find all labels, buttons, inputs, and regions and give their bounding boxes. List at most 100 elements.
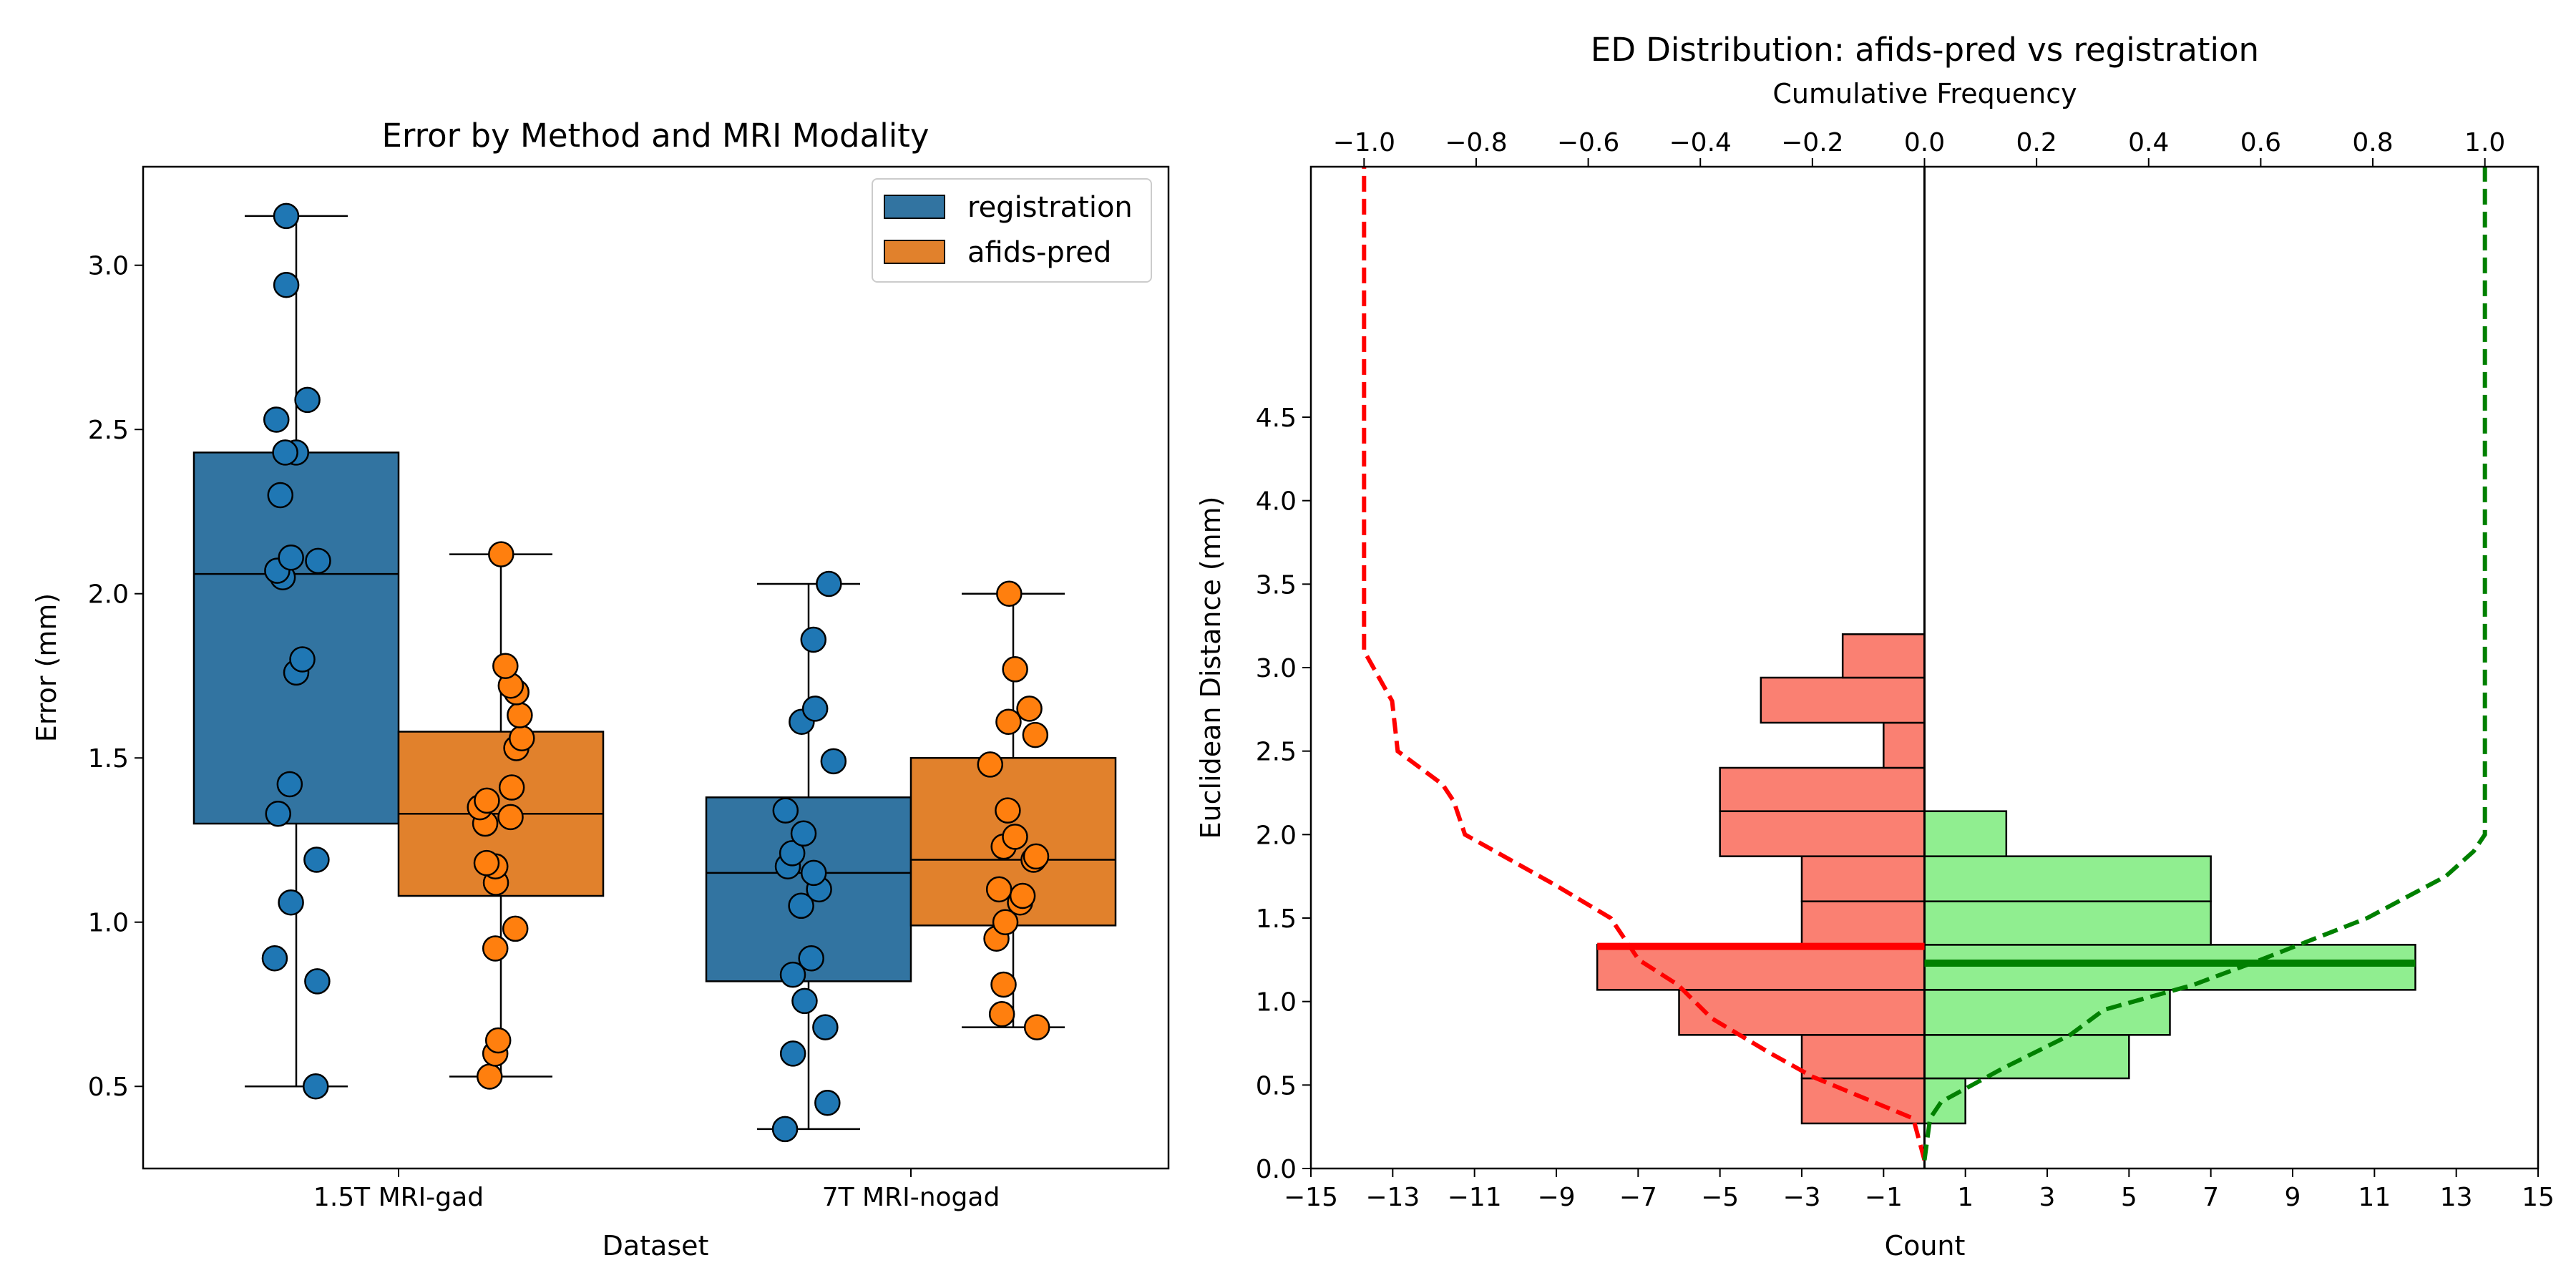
data-point-registration	[273, 271, 300, 298]
data-point-registration	[812, 1014, 839, 1040]
boxplot-y-ticks: 0.5 1.0 1.5 2.0 2.5 3.0	[88, 252, 143, 1102]
hist-bar-registration	[1596, 944, 1926, 991]
y-tick-label: 3.0	[1256, 654, 1297, 683]
data-point-afids-pred	[502, 915, 529, 942]
data-point-afids-pred	[988, 1001, 1015, 1028]
data-point-registration	[814, 1089, 841, 1116]
data-point-registration	[273, 203, 300, 230]
top-x-tick-label: −1.0	[1333, 128, 1395, 157]
x-tick-label: −13	[1365, 1183, 1420, 1212]
hist-bar-registration	[1678, 989, 1926, 1036]
x-tick-label: 5	[2121, 1183, 2137, 1212]
y-tick-label: 0.0	[1256, 1155, 1297, 1184]
data-point-registration	[791, 987, 818, 1015]
histogram-title: ED Distribution: afids-pred vs registrat…	[1591, 31, 2259, 69]
data-point-afids-pred	[473, 849, 500, 877]
hist-bar-afids-pred	[1923, 989, 2171, 1036]
data-point-afids-pred	[1002, 656, 1028, 683]
y-tick-label: 1.0	[88, 909, 129, 938]
data-point-registration	[265, 801, 291, 827]
data-point-afids-pred	[1023, 843, 1050, 870]
data-point-afids-pred	[1016, 696, 1043, 722]
data-point-afids-pred	[484, 1027, 512, 1054]
hist-bar-registration	[1719, 766, 1926, 812]
data-point-afids-pred	[474, 787, 500, 814]
y-tick-label: 0.5	[1256, 1071, 1297, 1101]
hist-bar-afids-pred	[1923, 855, 2212, 902]
histogram-y-ticks: 0.0 0.5 1.0 1.5 2.0 2.5 3.0 3.5 4.0 4.5	[1256, 404, 1311, 1184]
boxplot-panel: 0.5 1.0 1.5 2.0 2.5 3.0 1.5T MRI-gad 7T MRI-no…	[31, 117, 1170, 1262]
histogram-top-x-ticks: −1.0 −0.8 −0.6 −0.4 −0.2 0.0 0.2 0.4 0.6 0.8 1.0	[1333, 128, 2505, 167]
x-tick-label: 7T MRI-nogad	[822, 1183, 1000, 1212]
cdf-curve-registration	[1362, 167, 1927, 1161]
x-tick-label: 1	[1957, 1183, 1974, 1212]
hist-bar-registration	[1760, 676, 1926, 724]
data-point-registration	[302, 1073, 329, 1100]
histogram-top-x-axis-label: Cumulative Frequency	[1772, 78, 2077, 109]
data-point-registration	[304, 968, 331, 995]
data-point-registration	[276, 771, 303, 798]
boxplot-legend: registration afids-pred	[872, 178, 1152, 283]
data-point-registration	[820, 748, 847, 775]
x-tick-label: 9	[2285, 1183, 2301, 1212]
data-point-afids-pred	[482, 935, 509, 962]
y-tick-label: 1.0	[1256, 988, 1297, 1018]
x-tick-label: −3	[1782, 1183, 1820, 1212]
y-tick-label: 4.5	[1256, 404, 1297, 433]
data-point-registration	[294, 386, 321, 414]
top-x-tick-label: 0.6	[2240, 128, 2281, 157]
data-point-afids-pred	[1002, 824, 1028, 850]
data-point-registration	[272, 439, 298, 466]
legend-swatch-registration	[884, 195, 945, 219]
x-tick-label: 15	[2522, 1183, 2555, 1212]
y-tick-label: 2.0	[1256, 821, 1297, 850]
data-point-registration	[263, 406, 290, 433]
x-tick-label: −5	[1701, 1183, 1739, 1212]
hist-bar-registration	[1841, 633, 1926, 679]
top-x-tick-label: 0.8	[2352, 128, 2393, 157]
top-x-tick-label: −0.2	[1781, 128, 1843, 157]
y-tick-label: 3.0	[88, 252, 129, 281]
data-point-registration	[261, 945, 288, 972]
data-point-registration	[788, 892, 814, 919]
hist-bar-registration	[1719, 810, 1926, 857]
hist-bar-afids-pred	[1923, 1077, 1966, 1125]
hist-bar-afids-pred	[1923, 900, 2212, 946]
legend-label-registration: registration	[967, 191, 1133, 224]
boxplot-x-ticks: 1.5T MRI-gad 7T MRI-nogad	[313, 1169, 1000, 1212]
top-x-tick-label: −0.8	[1445, 128, 1507, 157]
y-tick-label: 1.5	[1256, 904, 1297, 934]
data-point-afids-pred	[498, 774, 525, 801]
x-tick-label: −11	[1448, 1183, 1502, 1212]
x-tick-label: 7	[2202, 1183, 2219, 1212]
data-point-registration	[305, 547, 331, 575]
x-tick-label: 11	[2358, 1183, 2391, 1212]
data-point-afids-pred	[990, 971, 1017, 998]
data-point-registration	[798, 945, 824, 972]
data-point-afids-pred	[497, 804, 524, 831]
data-point-afids-pred	[476, 1063, 503, 1090]
x-tick-label: −1	[1865, 1183, 1903, 1212]
top-x-tick-label: 0.0	[1904, 128, 1945, 157]
hist-bar-afids-pred	[1923, 944, 2416, 991]
data-point-registration	[816, 570, 842, 597]
y-tick-label: 4.0	[1256, 487, 1297, 517]
y-tick-label: 1.5	[88, 744, 129, 774]
legend-label-afids-pred: afids-pred	[967, 236, 1111, 269]
histogram-x-ticks: −15 −13 −11 −9 −7 −5 −3 −1 1 3 5 7 9 11 13 15	[1284, 1169, 2555, 1212]
top-x-tick-label: 0.4	[2128, 128, 2169, 157]
data-point-registration	[289, 646, 316, 673]
data-point-afids-pred	[977, 751, 1004, 778]
data-point-registration	[772, 797, 799, 824]
x-tick-label: 13	[2440, 1183, 2473, 1212]
data-point-afids-pred	[509, 725, 535, 751]
data-point-afids-pred	[1022, 721, 1049, 748]
top-x-tick-label: −0.4	[1669, 128, 1732, 157]
data-point-afids-pred	[995, 708, 1022, 735]
data-point-afids-pred	[1009, 882, 1036, 909]
hist-bar-registration	[1800, 900, 1926, 946]
x-tick-label: −9	[1537, 1183, 1575, 1212]
data-point-registration	[278, 544, 304, 571]
histogram-panel: 0.00.51.01.52.02.53.03.54.04.5 −15 −13 −11…	[1195, 31, 2555, 1262]
hist-bar-registration	[1883, 721, 1926, 769]
